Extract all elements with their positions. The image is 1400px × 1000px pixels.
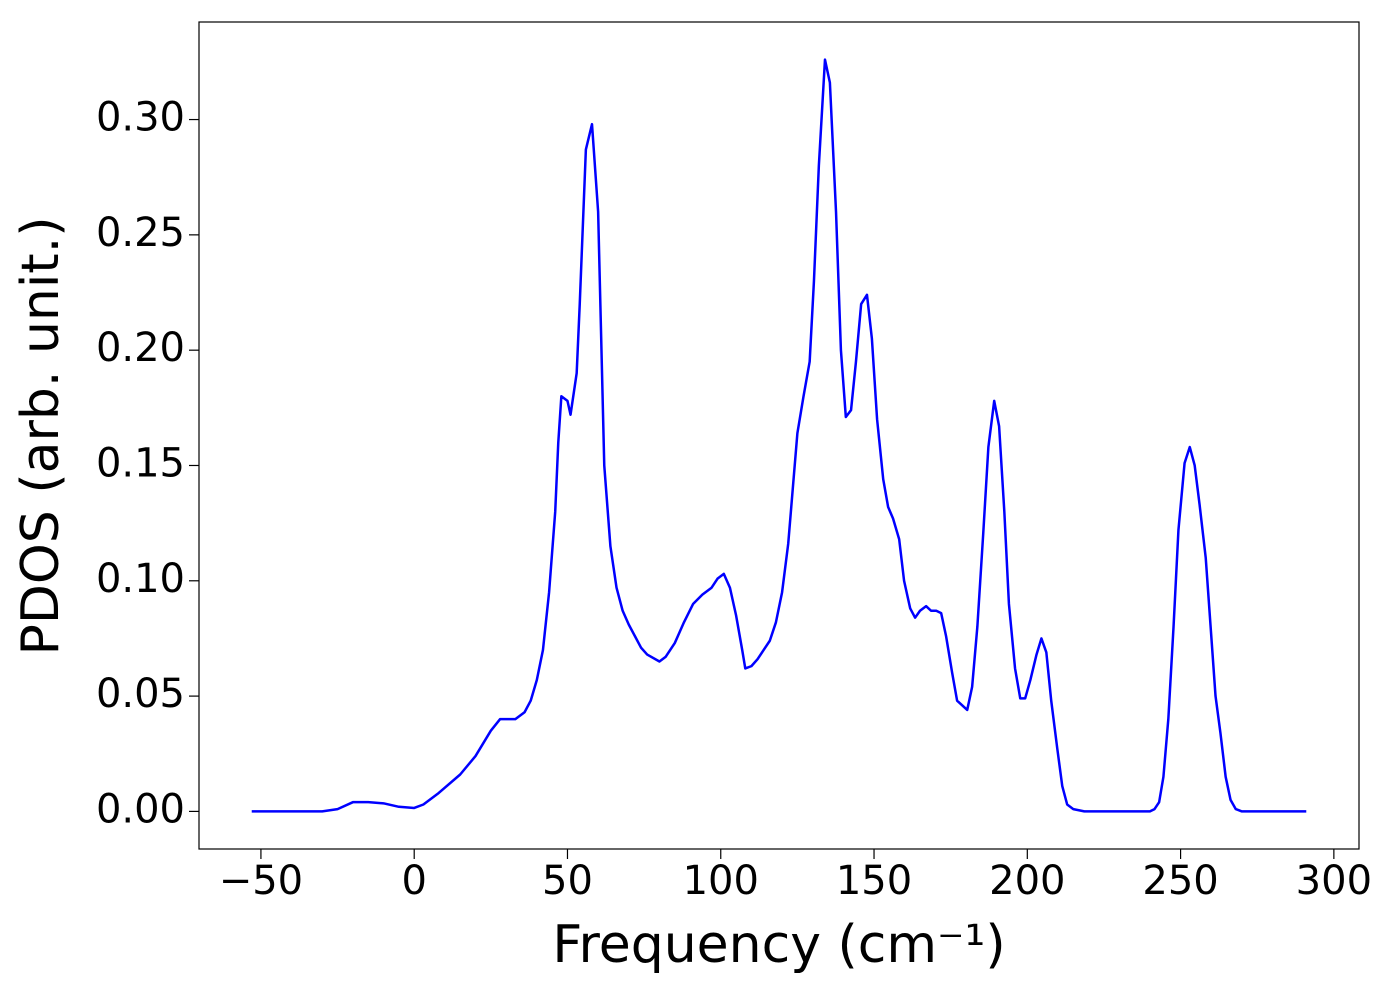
x-axis-label: Frequency (cm⁻¹)	[552, 915, 1005, 975]
y-tick-label: 0.20	[96, 325, 185, 371]
x-tick-label: 200	[989, 858, 1065, 904]
y-tick-label: 0.15	[96, 440, 185, 486]
x-tick-label: −50	[219, 858, 303, 904]
y-axis-label: PDOS (arb. unit.)	[11, 216, 71, 655]
x-tick-label: 250	[1142, 858, 1218, 904]
x-tick-label: 100	[683, 858, 759, 904]
y-tick-label: 0.10	[96, 556, 185, 602]
y-tick-label: 0.05	[96, 671, 185, 717]
x-tick-label: 0	[401, 858, 426, 904]
data-line	[251, 58, 1307, 813]
y-tick-label: 0.25	[96, 210, 185, 256]
y-tick-label: 0.30	[96, 95, 185, 141]
x-tick-label: 150	[836, 858, 912, 904]
plot-frame	[198, 21, 1360, 850]
x-tick-label: 50	[542, 858, 593, 904]
y-tick-label: 0.00	[96, 786, 185, 832]
x-tick-label: 300	[1296, 858, 1372, 904]
